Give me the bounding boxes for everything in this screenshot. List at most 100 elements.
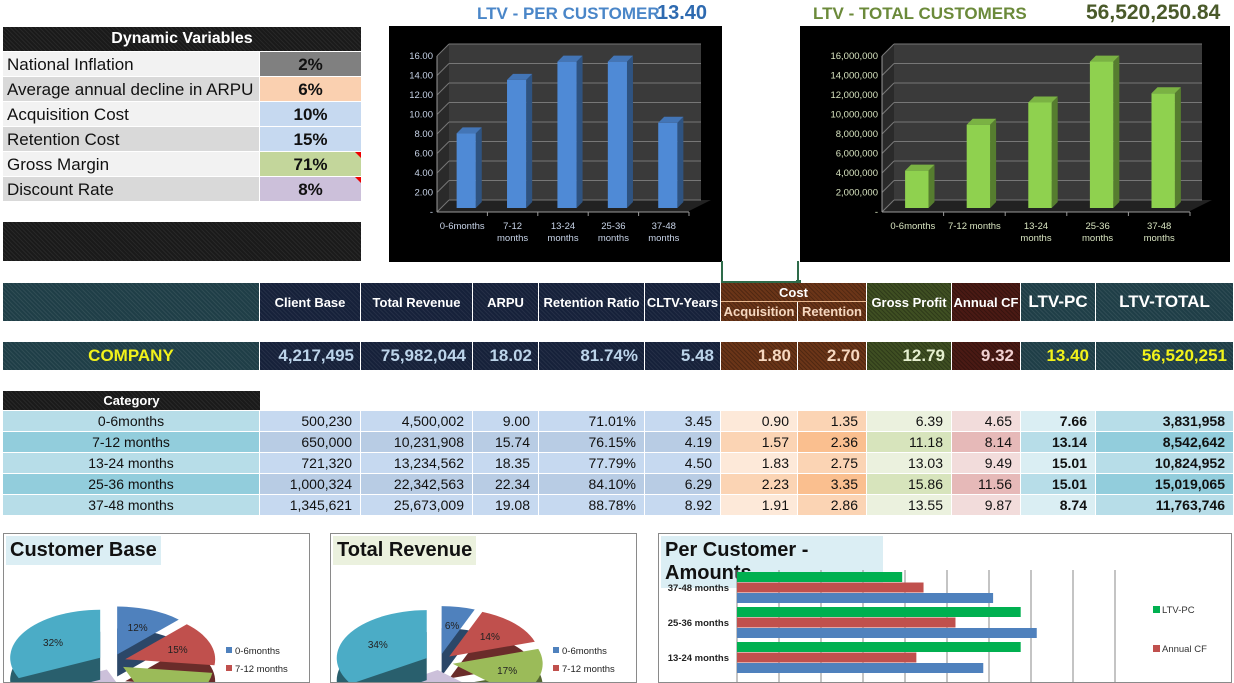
category-cell[interactable]: 25-36 months bbox=[3, 474, 259, 494]
arpu-cell[interactable]: 18.35 bbox=[473, 453, 538, 473]
ltv-pc-cell[interactable]: 15.01 bbox=[1021, 474, 1095, 494]
retention-ratio-cell[interactable]: 84.10% bbox=[539, 474, 644, 494]
retention-ratio-cell[interactable]: 71.01% bbox=[539, 411, 644, 431]
retention-cell[interactable]: 2.86 bbox=[798, 495, 866, 515]
client-base-cell[interactable]: 1,000,324 bbox=[260, 474, 360, 494]
total-revenue-chart[interactable]: Total Revenue 6% 14% 17% 34% 0-6months 7-12 m… bbox=[330, 533, 637, 683]
bar-annual-cf[interactable] bbox=[737, 582, 924, 593]
cltv-years-cell[interactable]: 6.29 bbox=[645, 474, 720, 494]
per-customer-amounts-chart[interactable]: Per Customer - Amounts 37-48 months 25-36… bbox=[658, 533, 1232, 683]
bar[interactable] bbox=[507, 79, 527, 208]
arpu-cell[interactable]: 22.34 bbox=[473, 474, 538, 494]
category-cell[interactable]: 13-24 months bbox=[3, 453, 259, 473]
retention-ratio-cell[interactable]: 88.78% bbox=[539, 495, 644, 515]
cltv-years-cell[interactable]: 4.19 bbox=[645, 432, 720, 452]
arpu-cell[interactable]: 19.08 bbox=[473, 495, 538, 515]
pie-slice[interactable] bbox=[125, 624, 216, 666]
pie-slice[interactable] bbox=[117, 606, 179, 655]
acquisition-cell[interactable]: 2.23 bbox=[721, 474, 797, 494]
ltv-total-cell[interactable]: 10,824,952 bbox=[1096, 453, 1233, 473]
bar-gross-profit[interactable] bbox=[737, 663, 984, 673]
annual-cf-cell[interactable]: 9.49 bbox=[952, 453, 1020, 473]
bar[interactable] bbox=[658, 122, 678, 208]
dynamic-variable-value[interactable]: 2% bbox=[260, 52, 361, 76]
annual-cf-cell[interactable]: 11.56 bbox=[952, 474, 1020, 494]
ltv-pc-cell[interactable]: 8.74 bbox=[1021, 495, 1095, 515]
cltv-years-cell[interactable]: 8.92 bbox=[645, 495, 720, 515]
retention-cell[interactable]: 2.36 bbox=[798, 432, 866, 452]
acquisition-cell[interactable]: 1.83 bbox=[721, 453, 797, 473]
ltv-total-customers-chart[interactable]: - 2,000,000 4,000,000 6,000,000 8,000,000 10,… bbox=[800, 26, 1230, 262]
ltv-total-cell[interactable]: 8,542,642 bbox=[1096, 432, 1233, 452]
annual-cf-cell[interactable]: 9.87 bbox=[952, 495, 1020, 515]
pie-slice[interactable] bbox=[449, 611, 535, 657]
dynamic-variable-value[interactable]: 71% bbox=[260, 152, 361, 176]
retention-cell[interactable]: 2.75 bbox=[798, 453, 866, 473]
dynamic-variable-value[interactable]: 10% bbox=[260, 102, 361, 126]
ltv-total-cell[interactable]: 3,831,958 bbox=[1096, 411, 1233, 431]
comment-indicator-icon[interactable] bbox=[355, 177, 361, 183]
bar[interactable] bbox=[905, 170, 929, 208]
bar-annual-cf[interactable] bbox=[737, 652, 917, 663]
bar-ltv-pc[interactable] bbox=[737, 642, 1021, 652]
customer-base-chart[interactable]: Customer Base 12%15%17%24%32%0-6months7-… bbox=[3, 533, 310, 683]
pie-slice[interactable] bbox=[336, 610, 427, 683]
gross-profit-cell[interactable]: 15.86 bbox=[867, 474, 951, 494]
retention-ratio-cell[interactable]: 76.15% bbox=[539, 432, 644, 452]
client-base-cell[interactable]: 650,000 bbox=[260, 432, 360, 452]
bar-gross-profit[interactable] bbox=[737, 628, 1037, 638]
total-revenue-cell[interactable]: 10,231,908 bbox=[361, 432, 472, 452]
acquisition-cell[interactable]: 1.57 bbox=[721, 432, 797, 452]
retention-ratio-cell[interactable]: 77.79% bbox=[539, 453, 644, 473]
bar[interactable] bbox=[1089, 61, 1114, 208]
pie-slice[interactable] bbox=[10, 609, 101, 679]
bar[interactable] bbox=[607, 61, 627, 209]
bar[interactable] bbox=[557, 61, 577, 209]
gross-profit-cell[interactable]: 13.55 bbox=[867, 495, 951, 515]
ltv-pc-cell[interactable]: 15.01 bbox=[1021, 453, 1095, 473]
bar-ltv-pc[interactable] bbox=[737, 572, 903, 582]
selected-cell[interactable] bbox=[721, 261, 801, 285]
bar[interactable] bbox=[456, 133, 476, 208]
gross-profit-cell[interactable]: 11.18 bbox=[867, 432, 951, 452]
pie-slice[interactable] bbox=[441, 606, 475, 655]
total-revenue-cell[interactable]: 25,673,009 bbox=[361, 495, 472, 515]
bar[interactable] bbox=[966, 124, 991, 208]
cltv-years-cell[interactable]: 4.50 bbox=[645, 453, 720, 473]
bar[interactable] bbox=[1151, 93, 1175, 208]
gross-profit-cell[interactable]: 13.03 bbox=[867, 453, 951, 473]
bar-ltv-pc[interactable] bbox=[737, 607, 1021, 617]
dynamic-variable-value[interactable]: 6% bbox=[260, 77, 361, 101]
ltv-total-cell[interactable]: 15,019,065 bbox=[1096, 474, 1233, 494]
category-cell[interactable]: 37-48 months bbox=[3, 495, 259, 515]
acquisition-cell[interactable]: 1.91 bbox=[721, 495, 797, 515]
acquisition-cell[interactable]: 0.90 bbox=[721, 411, 797, 431]
retention-cell[interactable]: 3.35 bbox=[798, 474, 866, 494]
annual-cf-cell[interactable]: 8.14 bbox=[952, 432, 1020, 452]
cltv-years-cell[interactable]: 3.45 bbox=[645, 411, 720, 431]
client-base-cell[interactable]: 500,230 bbox=[260, 411, 360, 431]
category-cell[interactable]: 0-6months bbox=[3, 411, 259, 431]
client-base-cell[interactable]: 1,345,621 bbox=[260, 495, 360, 515]
dynamic-variable-value[interactable]: 15% bbox=[260, 127, 361, 151]
client-base-cell[interactable]: 721,320 bbox=[260, 453, 360, 473]
total-revenue-cell[interactable]: 22,342,563 bbox=[361, 474, 472, 494]
annual-cf-cell[interactable]: 4.65 bbox=[952, 411, 1020, 431]
category-cell[interactable]: 7-12 months bbox=[3, 432, 259, 452]
pie-slice[interactable] bbox=[452, 648, 543, 683]
ltv-per-customer-chart[interactable]: - 2.00 4.00 6.00 8.00 10.00 12.00 14.00 16.00 0-6… bbox=[389, 26, 722, 262]
arpu-cell[interactable]: 9.00 bbox=[473, 411, 538, 431]
ltv-total-cell[interactable]: 11,763,746 bbox=[1096, 495, 1233, 515]
bar-annual-cf[interactable] bbox=[737, 617, 956, 628]
total-revenue-cell[interactable]: 13,234,562 bbox=[361, 453, 472, 473]
comment-indicator-icon[interactable] bbox=[355, 152, 361, 158]
gross-profit-cell[interactable]: 6.39 bbox=[867, 411, 951, 431]
arpu-cell[interactable]: 15.74 bbox=[473, 432, 538, 452]
bar-gross-profit[interactable] bbox=[737, 593, 994, 603]
retention-cell[interactable]: 1.35 bbox=[798, 411, 866, 431]
ltv-pc-cell[interactable]: 13.14 bbox=[1021, 432, 1095, 452]
ltv-pc-cell[interactable]: 7.66 bbox=[1021, 411, 1095, 431]
fill-handle[interactable] bbox=[796, 280, 801, 285]
total-revenue-cell[interactable]: 4,500,002 bbox=[361, 411, 472, 431]
bar[interactable] bbox=[1028, 102, 1052, 208]
